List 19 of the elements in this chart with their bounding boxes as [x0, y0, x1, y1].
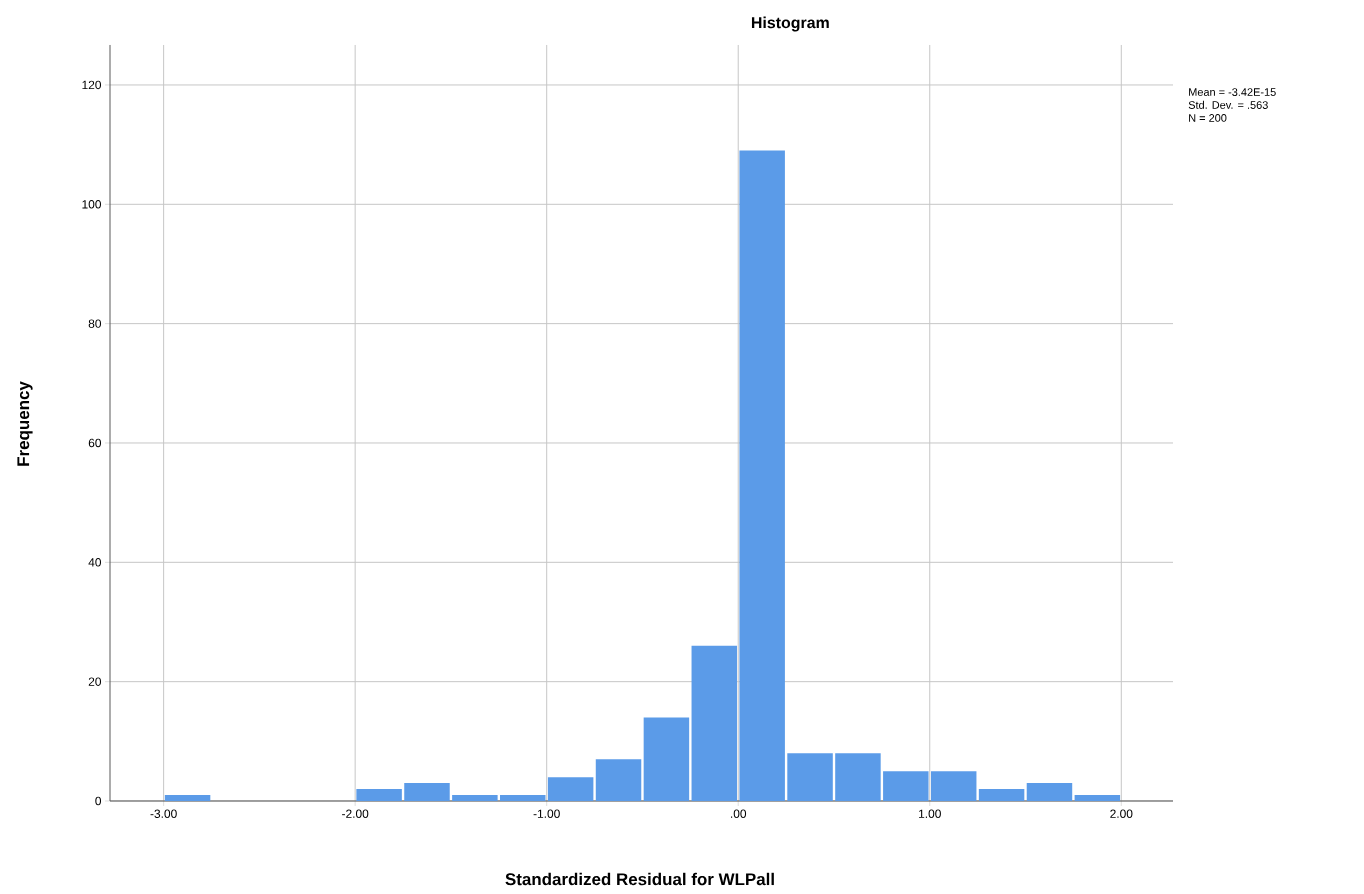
y-tick-label: 120 — [82, 80, 102, 90]
x-axis-title: Standardized Residual for WLPall — [505, 872, 774, 886]
y-axis-title: Frequency — [17, 381, 33, 466]
x-tick-label: .00 — [731, 809, 747, 818]
x-tick-label: -1.00 — [533, 809, 560, 818]
y-tick-label: 100 — [82, 200, 102, 209]
x-tick-label: 1.00 — [919, 809, 941, 818]
x-tick-label: 2.00 — [1110, 809, 1133, 818]
y-tick-label: 20 — [88, 677, 102, 686]
x-tick-label: -3.00 — [150, 809, 177, 818]
y-tick-label: 40 — [88, 558, 102, 567]
x-tick-label: -2.00 — [342, 809, 369, 818]
text: N = 200 — [1189, 114, 1227, 122]
y-tick-label: 60 — [88, 438, 102, 448]
text: Std. Dev. = .563 — [1188, 100, 1268, 109]
y-tick-label: 0 — [95, 796, 102, 806]
y-tick-label: 80 — [88, 319, 102, 328]
chart-title: Histogram — [751, 16, 829, 32]
text: Mean = -3.42E-15 — [1189, 88, 1276, 96]
